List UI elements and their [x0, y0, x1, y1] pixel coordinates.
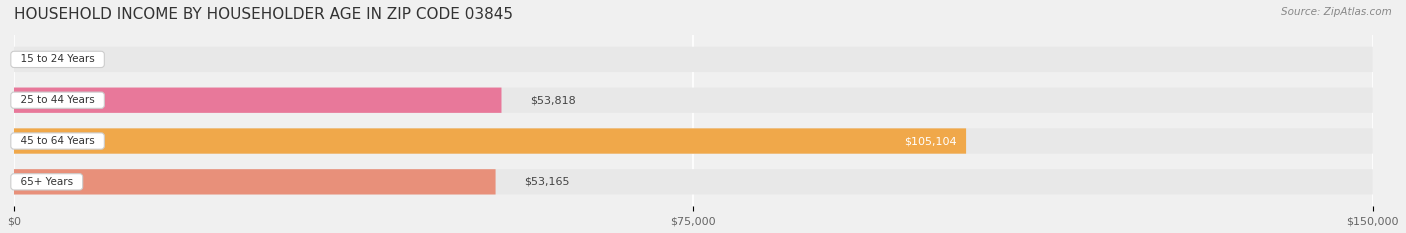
FancyBboxPatch shape: [14, 47, 1372, 72]
Text: 15 to 24 Years: 15 to 24 Years: [14, 54, 101, 64]
Text: HOUSEHOLD INCOME BY HOUSEHOLDER AGE IN ZIP CODE 03845: HOUSEHOLD INCOME BY HOUSEHOLDER AGE IN Z…: [14, 7, 513, 22]
FancyBboxPatch shape: [14, 88, 502, 113]
FancyBboxPatch shape: [14, 128, 966, 154]
Text: $0: $0: [44, 54, 56, 64]
FancyBboxPatch shape: [14, 169, 495, 195]
FancyBboxPatch shape: [14, 128, 1372, 154]
Text: $53,165: $53,165: [524, 177, 569, 187]
FancyBboxPatch shape: [14, 88, 1372, 113]
FancyBboxPatch shape: [14, 169, 1372, 195]
Text: 65+ Years: 65+ Years: [14, 177, 80, 187]
Text: 45 to 64 Years: 45 to 64 Years: [14, 136, 101, 146]
Text: $105,104: $105,104: [904, 136, 957, 146]
Text: $53,818: $53,818: [530, 95, 576, 105]
Text: 25 to 44 Years: 25 to 44 Years: [14, 95, 101, 105]
Text: Source: ZipAtlas.com: Source: ZipAtlas.com: [1281, 7, 1392, 17]
